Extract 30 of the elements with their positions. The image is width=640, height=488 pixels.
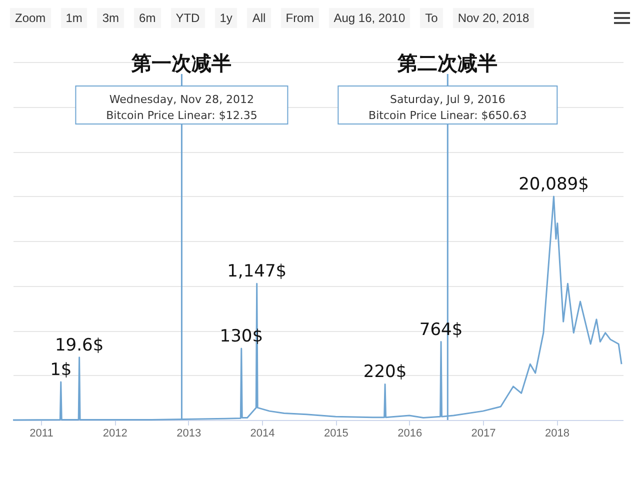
text: Bitcoin Price Linear: $12.35 — [106, 109, 258, 122]
x-tick-label: 2015 — [324, 428, 348, 440]
text: 6m — [134, 8, 161, 28]
x-tick-label: 2017 — [471, 428, 496, 440]
ref-line-label: 第一次减半 — [130, 51, 232, 75]
text: Zoom — [10, 8, 51, 28]
text: Wednesday, Nov 28, 2012 — [109, 93, 254, 106]
ref-line-label: 第二次减半 — [396, 51, 498, 75]
x-tick-label: 2012 — [102, 428, 128, 440]
x-tick-label: 2014 — [250, 428, 275, 440]
text: 1m — [60, 8, 88, 28]
annotation: 220$ — [363, 362, 407, 382]
text: Saturday, Jul 9, 2016 — [390, 93, 506, 106]
x-tick-label: 2013 — [176, 428, 202, 440]
text: All — [247, 8, 271, 28]
text: 1y — [214, 8, 238, 28]
annotation: 20,089$ — [518, 174, 589, 194]
annotation: 19.6$ — [54, 335, 104, 356]
annotation: 1,147$ — [227, 262, 287, 282]
text: To — [420, 8, 443, 28]
x-tick-label: 2016 — [398, 428, 422, 440]
text: Bitcoin Price Linear: $650.63 — [368, 109, 527, 122]
text: From — [280, 8, 319, 28]
x-tick-label: 2011 — [30, 428, 54, 440]
text: YTD — [170, 8, 205, 28]
annotation: 1$ — [50, 360, 72, 380]
text: 3m — [97, 8, 124, 28]
x-tick-label: 2018 — [544, 428, 570, 440]
text: Aug 16, 2010 — [328, 8, 410, 28]
text: Nov 20, 2018 — [452, 8, 534, 28]
